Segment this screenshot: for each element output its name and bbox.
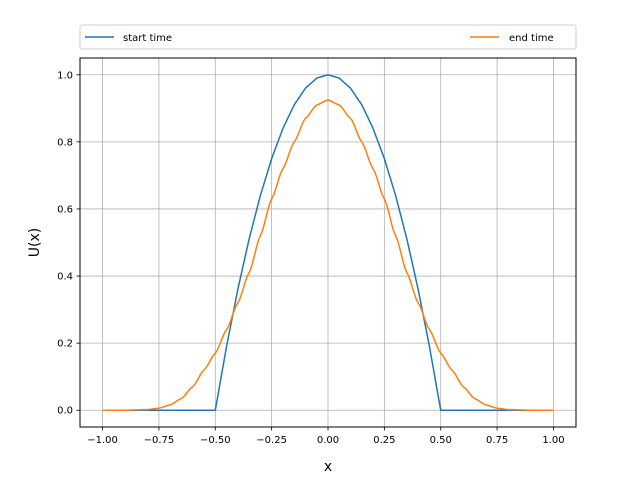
grid-lines <box>80 58 576 427</box>
x-tick-label: 1.00 <box>542 435 564 446</box>
legend-label-end-time: end time <box>509 33 554 44</box>
x-tick-label: 0.50 <box>430 435 452 446</box>
y-tick-label: 0.2 <box>57 339 73 350</box>
series-line-end-time <box>102 99 554 411</box>
legend: start time end time <box>79 24 577 50</box>
legend-box <box>79 24 577 50</box>
axis-ticks: −1.00 −0.75 −0.50 −0.25 0.00 0.25 0.50 0.75 1.00… <box>57 70 564 446</box>
x-tick-label: −0.25 <box>256 435 287 446</box>
x-tick-label: −0.50 <box>200 435 231 446</box>
x-tick-label: 0.25 <box>373 435 395 446</box>
x-tick-label: 0.75 <box>486 435 508 446</box>
y-tick-label: 0.6 <box>57 204 73 215</box>
y-axis-label: U(x) <box>27 228 43 257</box>
y-tick-label: 0.8 <box>57 137 73 148</box>
legend-label-start-time: start time <box>123 33 172 44</box>
series-lines <box>102 74 554 411</box>
x-axis-label: x <box>324 459 332 475</box>
series-line-start-time <box>102 74 554 411</box>
y-tick-label: 0.4 <box>57 272 73 283</box>
x-tick-label: 0.00 <box>317 435 339 446</box>
x-tick-label: −1.00 <box>87 435 118 446</box>
y-tick-label: 0.0 <box>57 406 73 417</box>
y-tick-label: 1.0 <box>57 70 73 81</box>
x-tick-label: −0.75 <box>144 435 175 446</box>
